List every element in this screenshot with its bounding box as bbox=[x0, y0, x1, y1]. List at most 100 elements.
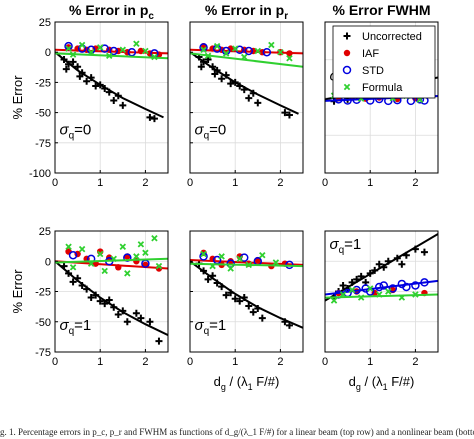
plot-area bbox=[325, 233, 438, 304]
uncorrected-point bbox=[119, 101, 127, 109]
plot-frame bbox=[324, 230, 439, 353]
uncorrected-point bbox=[281, 109, 289, 117]
std-point bbox=[262, 47, 272, 57]
formula-point bbox=[231, 45, 239, 52]
formula-point bbox=[286, 55, 293, 62]
uncorrected-point bbox=[211, 70, 219, 78]
sigma-symbol: σ bbox=[195, 317, 205, 334]
formula-point bbox=[155, 262, 163, 270]
y-axis-label: % Error bbox=[10, 269, 25, 314]
legend-marker-std bbox=[342, 65, 352, 75]
panel-title-main: % Error FWHM bbox=[333, 2, 431, 18]
panel-1: 0 1 2 25 0 -25 -50 -75 -100 % Error in pc % Error σ… bbox=[10, 2, 169, 189]
uncorrected-fit-line bbox=[55, 51, 164, 119]
uncorrected-point bbox=[96, 297, 104, 305]
y-tick-label: -75 bbox=[35, 347, 51, 359]
formula-point bbox=[119, 46, 127, 54]
uncorrected-point bbox=[197, 63, 205, 71]
x-axis-label-part: g bbox=[356, 382, 361, 392]
formula-point bbox=[200, 46, 207, 54]
y-tick-label: -100 bbox=[29, 168, 51, 180]
uncorrected-fit-line bbox=[190, 51, 299, 115]
y-tick-label: -25 bbox=[35, 77, 51, 89]
plot-frame bbox=[54, 21, 169, 174]
uncorrected-point bbox=[285, 111, 293, 119]
panel-title: % Error in pc bbox=[69, 2, 154, 22]
y-tick-label: 25 bbox=[39, 226, 51, 238]
formula-fit-line bbox=[55, 257, 168, 264]
uncorrected-point bbox=[398, 260, 406, 268]
sigma-symbol: σ bbox=[330, 236, 340, 253]
uncorrected-point bbox=[245, 302, 253, 310]
y-tick-label: 0 bbox=[45, 256, 51, 268]
legend-label-iaf: IAF bbox=[362, 48, 379, 60]
formula-point bbox=[268, 41, 275, 49]
x-tick-label: 0 bbox=[322, 356, 328, 368]
formula-point bbox=[133, 253, 140, 260]
uncorrected-point bbox=[245, 94, 253, 102]
formula-fit-line bbox=[325, 293, 438, 299]
formula-fit-line bbox=[190, 52, 303, 68]
std-point bbox=[411, 281, 420, 290]
uncorrected-point bbox=[123, 318, 131, 326]
legend-marker-iaf bbox=[343, 49, 351, 57]
x-tick-label: 1 bbox=[367, 356, 373, 368]
uncorrected-point bbox=[146, 113, 154, 121]
uncorrected-point bbox=[227, 80, 235, 88]
sigma-subscript: q bbox=[204, 130, 210, 141]
figure-caption: g. 1. Percentage errors in p_c, p_r and … bbox=[0, 427, 474, 437]
x-tick-label: 1 bbox=[367, 177, 373, 189]
formula-point bbox=[78, 41, 86, 49]
plot-frame bbox=[324, 21, 439, 174]
uncorrected-fit-line bbox=[325, 233, 438, 302]
x-axis-label-part: F/#) bbox=[253, 374, 280, 389]
formula-point bbox=[254, 47, 262, 55]
x-tick-label: 0 bbox=[187, 177, 193, 189]
x-tick-label: 1 bbox=[232, 356, 238, 368]
uncorrected-point bbox=[155, 337, 163, 345]
x-tick-label: 2 bbox=[142, 177, 148, 189]
formula-point bbox=[78, 245, 86, 253]
uncorrected-point bbox=[204, 55, 212, 63]
formula-point bbox=[200, 250, 207, 258]
legend-label-formula: Formula bbox=[362, 82, 403, 94]
sigma-q-annotation: σq=1 bbox=[60, 317, 92, 337]
y-tick-label: 25 bbox=[39, 17, 51, 29]
iaf-fit-line bbox=[55, 48, 168, 55]
formula-point bbox=[259, 251, 266, 259]
formula-point bbox=[101, 267, 108, 275]
x-axis-label-part: d bbox=[214, 374, 221, 389]
uncorrected-point bbox=[204, 275, 212, 283]
formula-point bbox=[65, 45, 72, 52]
x-tick-label: 0 bbox=[52, 177, 58, 189]
y-tick-label: -75 bbox=[35, 138, 51, 150]
sigma-q-annotation: σq=0 bbox=[60, 121, 92, 141]
formula-point bbox=[133, 40, 140, 47]
uncorrected-point bbox=[258, 314, 266, 322]
y-tick-label: -25 bbox=[35, 287, 51, 299]
legend-marker-uncorrected bbox=[343, 32, 351, 40]
x-tick-label: 1 bbox=[97, 177, 103, 189]
legend-label-uncorrected: Uncorrected bbox=[362, 31, 422, 43]
x-tick-label: 1 bbox=[97, 356, 103, 368]
y-tick-label: 0 bbox=[45, 47, 51, 59]
uncorrected-point bbox=[375, 260, 383, 268]
formula-point bbox=[69, 264, 77, 271]
sigma-q-annotation: σq=0 bbox=[195, 121, 227, 141]
x-axis-label: dg / (λ1 F/#) bbox=[214, 374, 280, 392]
panel-4: 0 1 2 25 0 -25 -50 -75 % Error σq=1 bbox=[10, 226, 169, 368]
plot-area bbox=[55, 235, 168, 345]
formula-point bbox=[124, 270, 131, 277]
formula-point bbox=[366, 285, 374, 292]
formula-point bbox=[213, 42, 221, 50]
formula-fit-line bbox=[55, 52, 168, 60]
uncorrected-fit-line bbox=[190, 260, 303, 329]
uncorrected-point bbox=[420, 248, 428, 256]
x-tick-label: 0 bbox=[52, 356, 58, 368]
formula-point bbox=[142, 47, 149, 55]
uncorrected-point bbox=[249, 308, 257, 316]
uncorrected-point bbox=[339, 281, 347, 289]
formula-point bbox=[222, 50, 230, 57]
sigma-symbol: σ bbox=[60, 317, 70, 334]
